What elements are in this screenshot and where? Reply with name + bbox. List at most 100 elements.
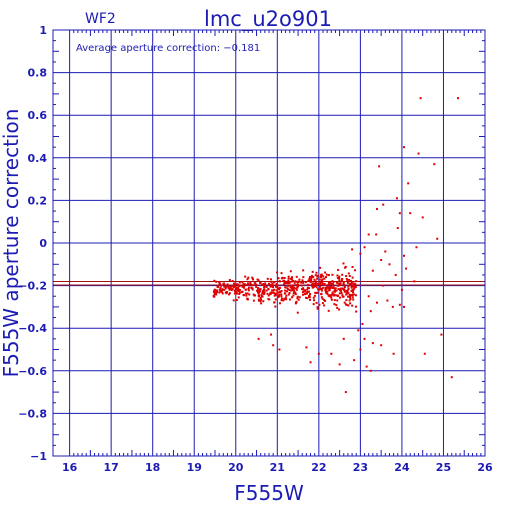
- data-point: [333, 293, 336, 296]
- data-point: [296, 286, 299, 289]
- data-point: [278, 293, 281, 296]
- data-point: [246, 278, 249, 281]
- data-point: [338, 308, 341, 311]
- data-point: [314, 274, 317, 277]
- data-point: [244, 292, 247, 295]
- data-point: [336, 299, 339, 302]
- data-point: [333, 287, 336, 290]
- data-point: [315, 301, 318, 304]
- data-point: [289, 285, 292, 288]
- data-point: [229, 286, 232, 289]
- data-point: [312, 303, 315, 306]
- data-point: [323, 304, 326, 307]
- data-point: [290, 287, 293, 290]
- data-point: [327, 283, 330, 286]
- data-point: [333, 299, 336, 302]
- data-point: [294, 287, 297, 290]
- data-point: [352, 293, 355, 296]
- data-point: [296, 311, 299, 314]
- data-point: [269, 292, 272, 295]
- data-point: [332, 286, 335, 289]
- data-point: [251, 288, 254, 291]
- data-point: [248, 283, 251, 286]
- data-point: [283, 282, 286, 285]
- data-point: [221, 292, 224, 295]
- data-point: [257, 337, 260, 340]
- data-point: [332, 284, 335, 287]
- data-point: [249, 281, 252, 284]
- data-point: [302, 276, 305, 279]
- data-point: [327, 309, 330, 312]
- data-point: [365, 365, 368, 368]
- data-point: [246, 282, 249, 285]
- data-point: [228, 288, 231, 291]
- data-point: [287, 288, 290, 291]
- data-point: [238, 290, 241, 293]
- data-point: [272, 289, 275, 292]
- data-point: [237, 287, 240, 290]
- data-point: [369, 310, 372, 313]
- x-tick-label: 23: [353, 461, 368, 474]
- data-point: [296, 295, 299, 298]
- data-point: [225, 290, 228, 293]
- data-point: [417, 152, 420, 155]
- data-point: [237, 283, 240, 286]
- data-point: [398, 212, 401, 215]
- data-point: [294, 280, 297, 283]
- data-point: [250, 286, 253, 289]
- data-point: [348, 299, 351, 302]
- data-point: [291, 276, 294, 279]
- data-point: [311, 282, 314, 285]
- data-point: [320, 289, 323, 292]
- data-point: [284, 289, 287, 292]
- data-point: [352, 288, 355, 291]
- data-point: [255, 283, 258, 286]
- data-point: [405, 267, 408, 270]
- data-point: [285, 294, 288, 297]
- data-point: [341, 278, 344, 281]
- data-point: [287, 275, 290, 278]
- data-point: [403, 305, 405, 308]
- data-point: [345, 299, 348, 302]
- data-point: [318, 278, 321, 281]
- data-point: [343, 285, 346, 288]
- data-point: [348, 293, 351, 296]
- x-axis-label: F555W: [234, 481, 304, 505]
- data-point: [251, 278, 254, 281]
- data-point: [343, 288, 346, 291]
- data-point: [232, 299, 235, 302]
- data-point: [243, 285, 246, 288]
- data-point: [331, 291, 334, 294]
- data-point: [341, 295, 344, 298]
- data-point: [363, 246, 366, 249]
- data-point: [280, 297, 283, 300]
- data-point: [306, 286, 309, 289]
- data-point: [359, 252, 362, 255]
- data-point: [280, 293, 283, 296]
- x-tick-label: 16: [62, 461, 78, 474]
- data-point: [257, 279, 260, 282]
- data-point: [336, 294, 339, 297]
- data-point: [328, 289, 331, 292]
- data-point: [244, 275, 247, 278]
- data-point: [234, 290, 237, 293]
- data-point: [391, 305, 394, 308]
- data-point: [350, 283, 353, 286]
- data-point: [320, 287, 323, 290]
- y-tick-label: −0.2: [18, 280, 47, 293]
- data-point: [394, 273, 397, 276]
- data-point: [224, 287, 227, 290]
- data-point: [228, 279, 231, 282]
- data-point: [375, 233, 378, 236]
- data-point: [278, 286, 281, 289]
- data-point: [262, 283, 265, 286]
- data-point: [228, 292, 231, 295]
- x-tick-label: 19: [187, 461, 202, 474]
- data-point: [263, 286, 266, 289]
- data-point: [305, 346, 308, 349]
- data-point: [319, 282, 322, 285]
- data-point: [284, 280, 287, 283]
- y-tick-label: 0.4: [28, 152, 48, 165]
- data-point: [371, 269, 374, 272]
- data-point: [310, 279, 313, 282]
